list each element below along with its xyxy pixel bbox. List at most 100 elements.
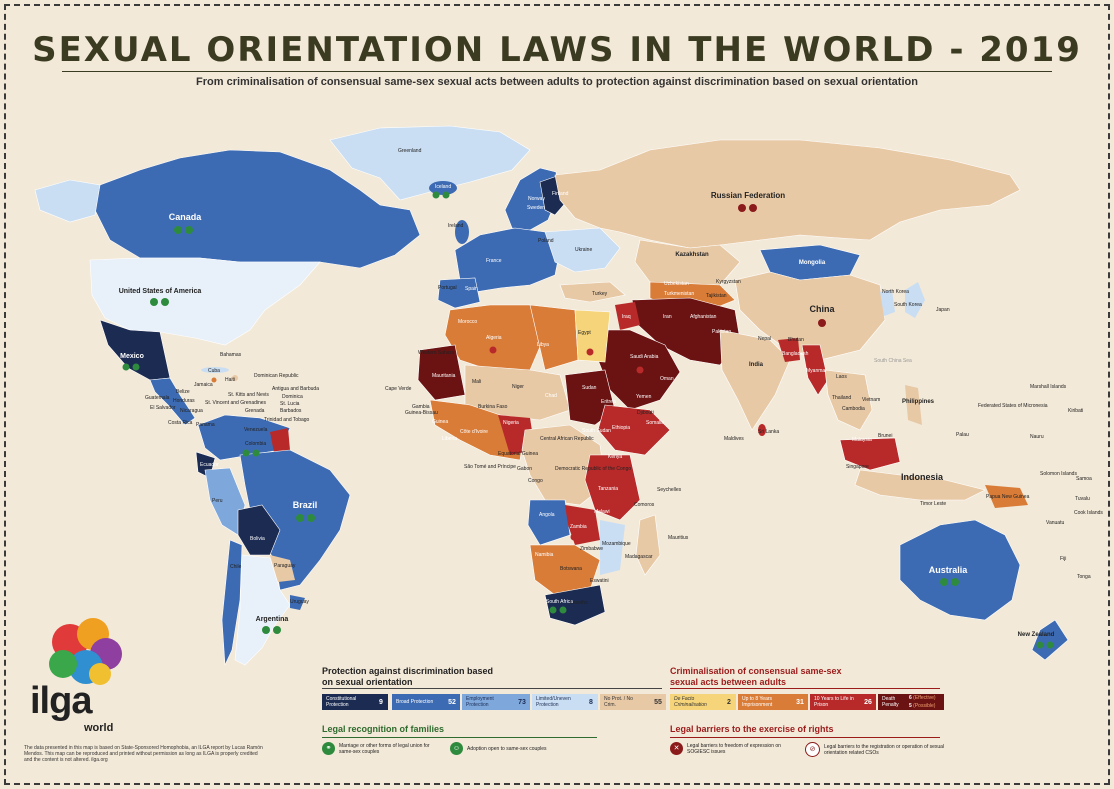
label-kyrgyzstan: Kyrgyzstan [716,279,741,285]
label-usa: United States of America [119,288,202,295]
label-cambodia: Cambodia [842,406,865,412]
region-south-africa [544,584,606,626]
region-jamaica [211,377,217,383]
label-saudi-arabia: Saudi Arabia [630,354,659,360]
megaphone-icon: ✕ [670,742,683,755]
family-icons [122,191,1054,649]
label-costa-rica: Costa Rica [168,420,193,426]
region-turkey [559,281,626,303]
label-nicaragua: Nicaragua [180,408,203,414]
label-chile: Chile [230,564,242,570]
label-myanmar: Myanmar [806,368,827,374]
label-liberia: Liberia [442,436,457,442]
label-dominica: Dominica [282,394,303,400]
region-sri-lanka [758,424,766,436]
legend-limited-count: 8 [584,694,598,710]
barrier-icons [489,204,826,541]
label-angola: Angola [539,512,555,518]
marriage-icon [150,298,158,306]
region-japan [905,282,925,318]
region-png [985,485,1028,508]
label-cote-divoire: Côte d'Ivoire [460,429,488,435]
label-ecuador: Ecuador [200,462,219,468]
label-sri-lanka: Sri Lanka [758,429,779,435]
adoption-icon [185,226,193,234]
adoption-icon [559,606,567,614]
label-cuba: Cuba [208,368,220,374]
label-vietnam: Vietnam [862,397,880,403]
page-title: SEXUAL ORIENTATION LAWS IN THE WORLD - 2… [32,30,1082,70]
label-gabon: Gabon [517,466,532,472]
adoption-icon [132,363,140,371]
region-uruguay [290,595,305,610]
label-pakistan: Pakistan [712,329,731,335]
adoption-icon [442,191,450,199]
label-iran: Iran [663,314,672,320]
adoption-icon [252,449,260,457]
label-kazakhstan: Kazakhstan [675,252,709,258]
label-tanzania: Tanzania [598,486,618,492]
label-singapore: Singapore [846,464,869,470]
legend-cso-label: Legal barriers to the registration or op… [824,743,945,756]
logo-sub: world [84,722,114,734]
region-iberia [437,277,481,309]
label-kenya: Kenya [608,454,622,460]
label-dominican-republic: Dominican Republic [254,373,299,379]
region-greenland [329,125,531,201]
label-maldives: Maldives [724,436,744,442]
label-turkey: Turkey [592,291,608,297]
label-laos: Laos [836,374,847,380]
legend-employment-count: 73 [514,694,530,710]
label-trinidad: Trinidad and Tobago [264,417,310,423]
legend-no-protection-count: 55 [650,694,666,710]
region-central-america [149,377,196,426]
region-indonesia [854,469,986,501]
expression-barrier-icon [489,346,497,354]
label-tonga: Tonga [1077,574,1091,580]
label-indonesia: Indonesia [901,472,944,482]
label-south-sudan: South Sudan [582,428,611,434]
label-namibia: Namibia [535,552,554,558]
label-paraguay: Paraguay [274,563,296,569]
label-burkina: Burkina Faso [478,404,508,410]
label-sudan: Sudan [582,385,597,391]
death-possible-note: (Possible) [913,703,936,709]
label-jamaica: Jamaica [194,382,213,388]
legend-limited: Limited/Uneven Protection [532,694,584,710]
label-spain: Spain [465,286,478,292]
adoption-icon [273,626,281,634]
label-congo: Congo [528,478,543,484]
region-korea [880,290,895,316]
legend-up-to-8-count: 31 [792,694,808,710]
label-panama: Panama [196,422,215,428]
label-marshall: Marshall Islands [1030,384,1067,390]
label-zimbabwe: Zimbabwe [580,546,603,552]
label-china: China [809,304,835,314]
region-egypt [574,309,611,363]
region-australia [899,519,1021,621]
death-effective-note: (Effective) [913,695,936,701]
label-st-kitts: St. Kitts and Nevis [228,392,269,398]
label-brunei: Brunei [878,433,892,439]
legend-broad: Broad Protection [392,694,444,710]
label-drc: Democratic Republic of the Congo [555,466,631,472]
label-iraq: Iraq [622,314,631,320]
expression-barrier-icon [570,533,578,541]
region-philippines [905,385,922,425]
expression-barrier-icon [586,348,594,356]
marriage-icon [242,449,250,457]
label-australia: Australia [929,565,969,575]
label-uzbekistan: Uzbekistan [664,281,689,287]
label-lesotho: Lesotho [570,600,588,606]
label-seychelles: Seychelles [657,487,682,493]
region-chile [221,539,243,666]
region-central-africa [521,424,606,506]
label-barbados: Barbados [280,408,302,414]
label-antigua: Antigua and Barbuda [272,386,319,392]
legend-cso-row: ⊘ Legal barriers to the registration or … [805,742,945,757]
region-libya [529,304,579,371]
legend-ten-to-life-count: 26 [860,694,876,710]
region-haiti [232,375,238,381]
label-fiji: Fiji [1060,556,1066,562]
